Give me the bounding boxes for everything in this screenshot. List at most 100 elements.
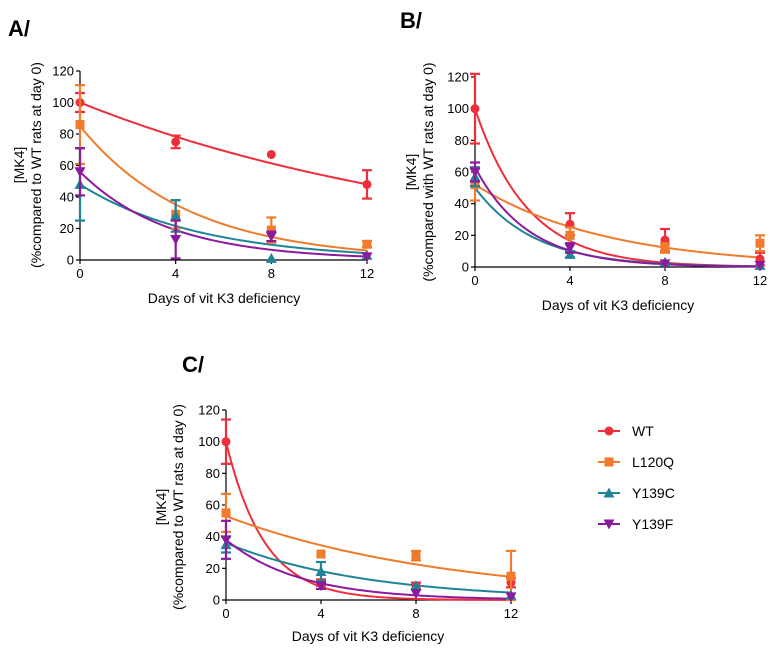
panel-a-y-axis-title-line2: (%compared to WT rats at day 0) — [28, 62, 44, 268]
panel-a-point-wt — [171, 137, 181, 147]
panel-b-label: B/ — [400, 8, 422, 33]
legend: WT L120Q Y139C Y139F — [598, 423, 675, 532]
panel-b-x-tick-label: 0 — [471, 273, 478, 288]
panel-c-x-tick-label: 4 — [317, 606, 324, 621]
legend-marker-y139f — [603, 519, 615, 530]
panel-b-y-tick-label: 100 — [447, 101, 469, 116]
panel-a-y-tick-label: 100 — [52, 95, 74, 110]
legend-label-wt: WT — [632, 423, 654, 439]
panel-b-x-tick-label: 8 — [661, 273, 668, 288]
panel-c-x-tick-label: 8 — [412, 606, 419, 621]
panel-c-y-tick-label: 100 — [198, 434, 220, 449]
legend-item-y139c: Y139C — [598, 485, 675, 501]
panel-b-y-tick-label: 120 — [447, 70, 469, 85]
panel-a-y-tick-label: 0 — [67, 253, 74, 268]
panel-b-point-y139f — [659, 259, 671, 270]
panel-b-point-l120q — [660, 243, 670, 253]
panel-c-point-y139f — [410, 589, 422, 600]
panel-b-point-wt — [470, 104, 480, 114]
panel-b-y-tick-label: 20 — [455, 228, 469, 243]
panel-b-y-tick-label: 80 — [455, 133, 469, 148]
legend-label-l120q: L120Q — [632, 454, 674, 470]
panel-c-y-tick-label: 120 — [198, 403, 220, 418]
panel-a-point-l120q — [75, 120, 85, 130]
panel-a-x-tick-label: 8 — [268, 266, 275, 281]
panel-b-y-tick-label: 40 — [455, 196, 469, 211]
panel-c-x-tick-label: 0 — [222, 606, 229, 621]
panel-a-y-tick-label: 120 — [52, 64, 74, 79]
panel-b-x-tick-label: 4 — [566, 273, 573, 288]
panel-c-point-wt — [221, 437, 231, 447]
panel-a: A/ 0 20 40 60 80 100 120 0 4 8 12 Days of vit K3 d… — [8, 16, 374, 306]
panel-a-y-axis-title-line1: [MK4] — [11, 147, 27, 184]
panel-b-x-axis-title: Days of vit K3 deficiency — [542, 297, 695, 313]
panel-c-y-tick-label: 60 — [206, 498, 220, 513]
panel-b-point-y139f — [564, 243, 576, 254]
panel-a-point-y139f — [265, 231, 277, 242]
panel-a-point-l120q — [362, 239, 372, 249]
panel-a-point-l120q — [266, 225, 276, 235]
legend-marker-wt — [604, 426, 614, 436]
legend-item-y139f: Y139F — [598, 516, 673, 532]
panel-c-point-y139f — [505, 592, 517, 603]
panel-a-point-y139f — [170, 235, 182, 246]
panel-b-fit-curve-l120q — [474, 183, 761, 259]
panel-c-fit-curve-y139f — [225, 539, 512, 600]
panel-b-fit-curve-wt — [474, 108, 761, 268]
panel-c-x-tick-label: 12 — [504, 606, 518, 621]
panel-a-fit-curve-wt — [79, 101, 368, 186]
legend-marker-l120q — [604, 457, 614, 467]
legend-label-y139c: Y139C — [632, 485, 675, 501]
panel-a-y-tick-label: 80 — [60, 127, 74, 142]
panel-c-fit-curve-l120q — [225, 515, 512, 578]
panel-b: B/ 0 20 40 60 80 100 120 0 4 8 12 Days of vit K3 d… — [400, 8, 767, 313]
panel-a-point-y139f — [74, 167, 86, 178]
panel-c: C/ 0 20 40 60 80 100 120 0 4 8 12 Days of vit K3 d… — [153, 352, 518, 644]
panel-a-label: A/ — [8, 16, 30, 41]
panel-a-x-tick-label: 12 — [360, 266, 374, 281]
panel-a-point-wt — [362, 179, 372, 189]
panel-a-y-tick-label: 20 — [60, 221, 74, 236]
panel-b-x-tick-label: 12 — [753, 273, 767, 288]
panel-a-fit-curve-l120q — [79, 125, 368, 252]
panel-a-y-tick-label: 60 — [60, 158, 74, 173]
panel-c-label: C/ — [182, 352, 204, 377]
panel-c-fit-curve-y139c — [225, 542, 512, 594]
panel-a-x-axis-title: Days of vit K3 deficiency — [148, 290, 301, 306]
panel-a-point-y139c — [170, 210, 182, 221]
legend-label-y139f: Y139F — [632, 516, 673, 532]
panel-a-x-tick-label: 4 — [172, 266, 179, 281]
panel-b-y-axis-title-line1: [MK4] — [403, 154, 419, 191]
panel-c-point-y139f — [220, 535, 232, 546]
panel-c-point-y139c — [410, 580, 422, 591]
panel-a-fit-curve-y139f — [79, 171, 368, 258]
panel-b-point-l120q — [565, 230, 575, 240]
panel-c-y-tick-label: 40 — [206, 529, 220, 544]
panel-c-point-l120q — [411, 551, 421, 561]
panel-b-point-y139f — [469, 167, 481, 178]
panel-b-y-tick-label: 0 — [462, 260, 469, 275]
panel-c-point-y139f — [315, 581, 327, 592]
panel-c-y-tick-label: 80 — [206, 466, 220, 481]
legend-item-wt: WT — [598, 423, 654, 439]
panel-c-point-l120q — [506, 571, 516, 581]
panel-a-x-tick-label: 0 — [76, 266, 83, 281]
panel-c-point-y139c — [315, 566, 327, 576]
panel-c-x-axis-title: Days of vit K3 deficiency — [292, 628, 445, 644]
panel-c-fit-curve-wt — [225, 441, 512, 601]
panel-a-y-tick-label: 40 — [60, 190, 74, 205]
panel-a-point-y139f — [361, 252, 373, 263]
panel-c-y-axis-title-line1: [MK4] — [153, 489, 169, 526]
panel-c-y-tick-label: 20 — [206, 561, 220, 576]
panel-c-y-axis-title-line2: (%compared to WT rats at day 0) — [170, 404, 186, 610]
panel-c-y-tick-label: 0 — [213, 593, 220, 608]
legend-marker-y139c — [603, 487, 615, 498]
legend-item-l120q: L120Q — [598, 454, 674, 470]
panel-a-point-y139c — [265, 252, 277, 263]
panel-c-point-l120q — [316, 549, 326, 559]
panel-b-y-axis-title-line2: (%compared with WT rats at day 0) — [420, 62, 436, 281]
panel-c-point-l120q — [221, 508, 231, 518]
panel-b-y-tick-label: 60 — [455, 165, 469, 180]
panel-b-point-l120q — [755, 238, 765, 248]
